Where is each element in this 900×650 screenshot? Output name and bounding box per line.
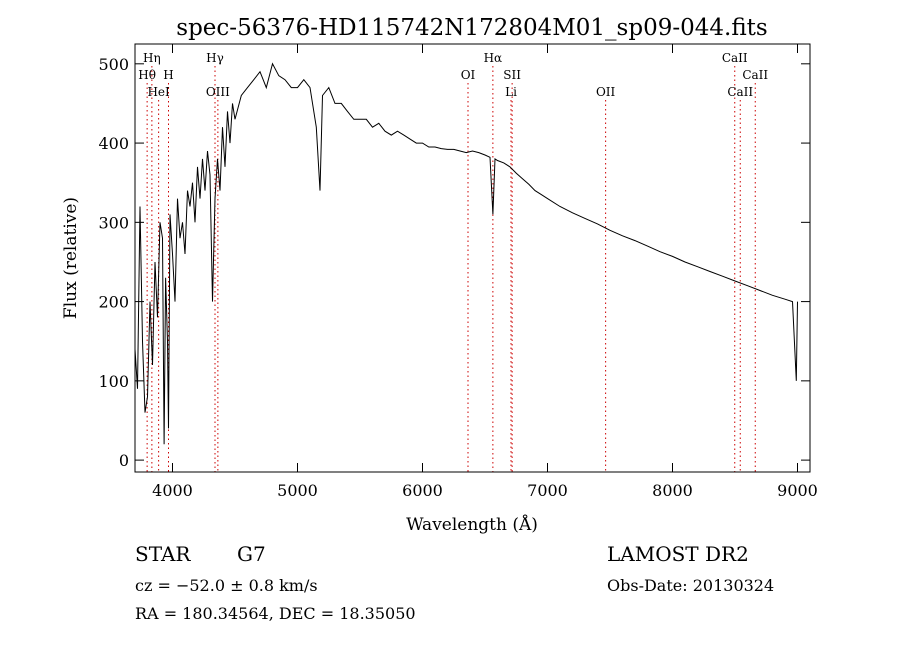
- y-tick-label: 500: [98, 55, 129, 74]
- y-tick-label: 200: [98, 293, 129, 312]
- observation-date: Obs-Date: 20130324: [607, 576, 775, 595]
- line-marker-label: CaII: [742, 68, 768, 82]
- x-tick-label: 4000: [152, 481, 193, 500]
- line-marker-label: Hγ: [206, 51, 224, 65]
- y-axis-label: Flux (relative): [61, 197, 81, 319]
- line-marker-label: Hα: [484, 51, 503, 65]
- line-marker-label: SII: [503, 68, 521, 82]
- line-marker-label: OII: [596, 85, 616, 99]
- x-axis-ticks: 4000 5000 6000 7000 8000 9000: [152, 44, 818, 500]
- coordinates: RA = 180.34564, DEC = 18.35050: [135, 604, 416, 623]
- line-marker-label: HeI: [147, 85, 170, 99]
- x-tick-label: 8000: [652, 481, 693, 500]
- y-tick-label: 0: [119, 451, 129, 470]
- object-class: STAR: [135, 542, 191, 566]
- line-marker-label: Hη: [143, 51, 161, 65]
- line-marker-label: OIII: [206, 85, 230, 99]
- line-marker-label: Li: [505, 85, 517, 99]
- plot-frame: [134, 43, 811, 473]
- y-tick-label: 300: [98, 213, 129, 232]
- survey-name: LAMOST DR2: [607, 542, 749, 566]
- line-marker-label: CaII: [727, 85, 753, 99]
- chart-title: spec-56376-HD115742N172804M01_sp09-044.f…: [176, 15, 767, 41]
- x-axis-label: Wavelength (Å): [406, 514, 538, 535]
- y-tick-label: 400: [98, 134, 129, 153]
- y-axis-ticks: 0 100 200 300 400 500: [98, 55, 810, 470]
- x-tick-label: 6000: [402, 481, 443, 500]
- x-tick-label: 7000: [527, 481, 568, 500]
- redshift-velocity: cz = −52.0 ± 0.8 km/s: [135, 576, 318, 595]
- line-marker-label: Hθ: [138, 68, 156, 82]
- x-tick-label: 5000: [277, 481, 318, 500]
- spectrum-line: [134, 62, 798, 445]
- line-marker-label: CaII: [722, 51, 748, 65]
- x-tick-label: 9000: [777, 481, 818, 500]
- line-marker-label: H: [163, 68, 173, 82]
- y-tick-label: 100: [98, 372, 129, 391]
- line-marker-label: OI: [461, 68, 476, 82]
- object-subclass: G7: [237, 542, 266, 566]
